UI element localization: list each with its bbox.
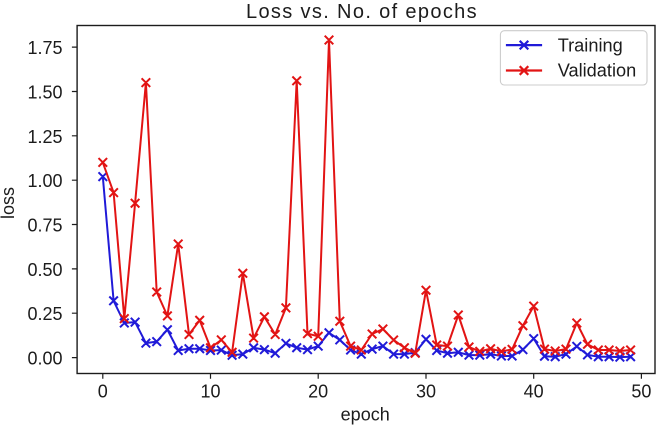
svg-text:40: 40 [524, 382, 544, 402]
svg-text:50: 50 [631, 382, 651, 402]
svg-text:epoch: epoch [341, 404, 390, 424]
svg-text:0.25: 0.25 [27, 304, 62, 324]
svg-text:1.50: 1.50 [27, 83, 62, 103]
svg-text:Loss vs. No. of epochs: Loss vs. No. of epochs [246, 1, 478, 23]
svg-text:Validation: Validation [558, 61, 637, 81]
svg-text:0.50: 0.50 [27, 260, 62, 280]
svg-text:20: 20 [308, 382, 328, 402]
svg-text:30: 30 [416, 382, 436, 402]
svg-text:1.00: 1.00 [27, 171, 62, 191]
svg-text:loss: loss [0, 187, 18, 219]
svg-text:Training: Training [558, 35, 623, 55]
svg-text:0.75: 0.75 [27, 216, 62, 236]
svg-text:10: 10 [200, 382, 220, 402]
svg-text:1.75: 1.75 [27, 38, 62, 58]
svg-text:1.25: 1.25 [27, 127, 62, 147]
svg-text:0.00: 0.00 [27, 349, 62, 369]
svg-text:0: 0 [98, 382, 108, 402]
